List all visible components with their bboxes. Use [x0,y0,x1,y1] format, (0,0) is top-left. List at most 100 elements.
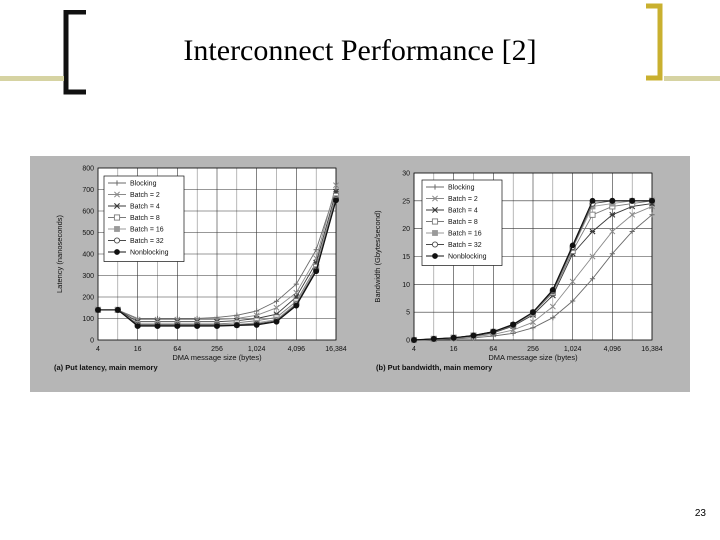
y-tick-label: 200 [82,295,94,302]
data-point [411,337,417,343]
series-nonblocking [95,197,339,329]
legend-marker [432,184,438,190]
data-point [609,197,616,204]
data-point [450,334,457,341]
x-tick-label: 1,024 [248,346,266,353]
x-tick-label: 16 [450,346,458,353]
legend-marker [113,214,121,221]
legend-marker [114,180,120,186]
data-point [214,323,220,329]
legend-marker [431,241,439,248]
series-blocking [95,186,339,322]
data-point [313,247,319,253]
legend-label: Nonblocking [130,250,169,257]
y-tick-label: 25 [402,198,410,205]
data-point [333,182,339,189]
legend-label: Batch = 8 [130,215,160,222]
legend-label: Batch = 8 [448,219,478,226]
y-tick-label: 5 [406,310,410,317]
y-tick-label: 700 [82,187,94,194]
x-tick-label: 16 [134,346,142,353]
y-tick-label: 500 [82,230,94,237]
data-point [550,315,556,321]
data-point [530,325,536,331]
chart-caption: (b) Put bandwidth, main memory [376,363,493,372]
data-point [549,303,556,310]
data-point [510,321,517,328]
legend-marker [114,249,120,255]
x-tick-label: 4 [96,346,100,353]
data-point [114,306,121,313]
data-point [254,308,260,314]
data-point [629,197,636,204]
legend-marker [114,226,120,232]
y-tick-label: 30 [402,171,410,178]
chart-caption: (a) Put latency, main memory [54,363,158,372]
data-point [253,322,260,328]
x-axis-label: DMA message size (bytes) [488,353,578,362]
data-point [95,306,101,313]
y-tick-label: 15 [402,254,410,261]
data-point [154,323,161,329]
data-point [530,309,536,316]
data-point [293,302,300,309]
x-axis-label: DMA message size (bytes) [172,353,262,362]
data-point [530,319,536,326]
data-point [313,268,320,275]
data-point [194,323,201,329]
legend-marker [113,237,121,244]
data-point [609,228,616,235]
legend-marker [114,191,120,198]
legend-marker [431,218,439,225]
left-bracket [63,10,86,95]
data-point [233,322,240,329]
y-tick-label: 600 [82,209,94,216]
x-tick-label: 16,384 [325,346,347,353]
data-point [609,211,616,218]
data-point [293,281,299,287]
plot-frame [413,172,653,341]
data-point [134,323,141,329]
series-nonblocking [411,197,655,343]
x-tick-label: 1,024 [564,346,582,353]
chart-put-bandwidth: 0 5 10 15 20 25 30 4 16 64 256 1,024 4,096 16,384 DMA … [373,171,663,373]
legend-label: Batch = 4 [448,208,478,215]
legend-label: Batch = 2 [448,196,478,203]
legend-marker [432,253,438,259]
x-tick-label: 256 [211,346,223,353]
legend: Blocking Batch = 2 Batch = 4 Batch = 8 Batch… [103,175,185,262]
data-point [490,328,497,335]
data-point [569,242,576,249]
y-tick-label: 800 [82,166,94,173]
legend-label: Batch = 32 [448,242,482,249]
y-tick-label: 100 [82,316,94,323]
legend-label: Batch = 2 [130,192,160,199]
legend-marker [432,207,438,213]
y-axis-label: Bandwidth (Gbytes/second) [373,210,382,303]
x-tick-label: 16,384 [641,346,663,353]
y-axis-label: Latency (nanoseconds) [55,215,64,293]
data-point [234,312,240,318]
title-rule-left [0,76,64,81]
data-point [174,323,181,329]
chart-put-latency: 0 100 200 300 400 500 600 700 800 4 16 64 256 1,024 4,… [54,166,347,373]
x-tick-label: 4,096 [288,346,306,353]
y-tick-label: 300 [82,273,94,280]
data-point [570,298,576,304]
legend-marker [432,230,438,236]
plot-frame [97,167,337,341]
data-point [589,197,596,204]
legend-label: Blocking [448,185,475,192]
data-point [629,228,635,235]
y-tick-label: 0 [90,338,94,345]
data-point [549,286,556,293]
legend-label: Batch = 16 [448,231,482,238]
data-point [629,211,636,218]
legend-marker [114,203,120,209]
legend: Blocking Batch = 2 Batch = 4 Batch = 8 Batch… [421,179,503,266]
data-point [649,197,655,204]
legend-marker [432,195,438,202]
data-point [510,330,516,336]
y-tick-label: 0 [406,338,410,345]
data-point [589,228,596,235]
